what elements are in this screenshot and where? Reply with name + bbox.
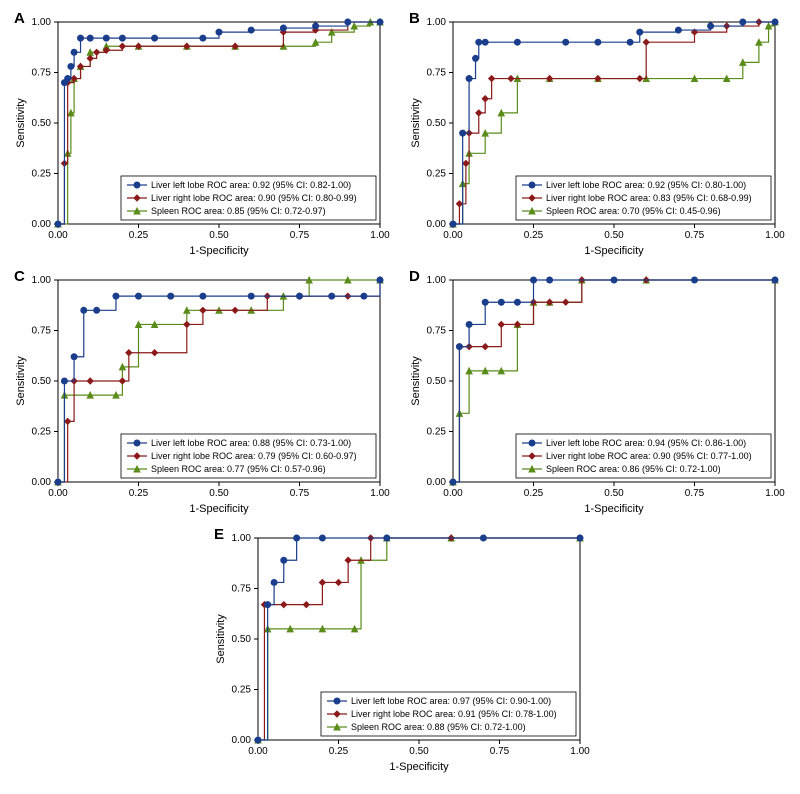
svg-text:Liver left lobe ROC area: 0.92: Liver left lobe ROC area: 0.92 (95% CI: … (546, 180, 746, 190)
svg-text:1-Specificity: 1-Specificity (189, 245, 249, 257)
svg-text:0.00: 0.00 (232, 735, 252, 746)
svg-text:0.50: 0.50 (209, 230, 229, 241)
svg-text:0.50: 0.50 (232, 634, 252, 645)
panel-E: E 0.000.000.250.250.500.500.750.751.001.… (10, 526, 790, 774)
svg-text:0.00: 0.00 (427, 219, 447, 230)
svg-text:0.50: 0.50 (209, 488, 229, 499)
svg-text:0.25: 0.25 (129, 488, 149, 499)
svg-text:0.25: 0.25 (32, 169, 52, 180)
svg-text:1.00: 1.00 (427, 275, 447, 286)
svg-text:Spleen ROC area: 0.86 (95% CI:: Spleen ROC area: 0.86 (95% CI: 0.72-1.00… (546, 464, 721, 474)
svg-text:Liver left lobe ROC area: 0.97: Liver left lobe ROC area: 0.97 (95% CI: … (351, 696, 551, 706)
svg-text:Spleen ROC area: 0.88 (95% CI:: Spleen ROC area: 0.88 (95% CI: 0.72-1.00… (351, 722, 526, 732)
svg-text:Liver right lobe ROC area: 0.9: Liver right lobe ROC area: 0.91 (95% CI:… (351, 709, 557, 719)
svg-text:0.25: 0.25 (129, 230, 149, 241)
figure-grid: A 0.000.000.250.250.500.500.750.751.001.… (10, 10, 790, 774)
svg-text:0.50: 0.50 (427, 376, 447, 387)
svg-text:1.00: 1.00 (570, 746, 590, 757)
svg-text:0.75: 0.75 (685, 488, 705, 499)
svg-text:Sensitivity: Sensitivity (410, 98, 422, 148)
svg-text:1-Specificity: 1-Specificity (584, 503, 644, 515)
chart-E: 0.000.00 0.25 0.25 0.50 0.50 0.75 0.75 1.00 1.00… (210, 526, 590, 774)
svg-text:0.75: 0.75 (427, 68, 447, 79)
svg-text:0.25: 0.25 (329, 746, 349, 757)
svg-text:0.00: 0.00 (427, 477, 447, 488)
svg-text:0.25: 0.25 (524, 488, 544, 499)
svg-text:0.75: 0.75 (290, 488, 310, 499)
panel-A: A 0.000.000.250.250.500.500.750.751.001.… (10, 10, 395, 258)
svg-text:1.00: 1.00 (370, 230, 390, 241)
svg-text:0.25: 0.25 (524, 230, 544, 241)
chart-A: 0.000.00 0.25 0.25 0.50 0.50 0.75 0.75 1.00 1.00… (10, 10, 390, 258)
panel-B: B 0.000.000.250.250.500.500.750.751.001.… (405, 10, 790, 258)
svg-text:Liver left lobe ROC area: 0.94: Liver left lobe ROC area: 0.94 (95% CI: … (546, 438, 746, 448)
svg-text:0.50: 0.50 (427, 118, 447, 129)
svg-text:0.25: 0.25 (427, 169, 447, 180)
svg-text:Liver right lobe ROC area: 0.7: Liver right lobe ROC area: 0.79 (95% CI:… (151, 451, 357, 461)
svg-text:1-Specificity: 1-Specificity (189, 503, 249, 515)
svg-text:1.00: 1.00 (370, 488, 390, 499)
svg-text:1.00: 1.00 (232, 533, 252, 544)
svg-text:0.50: 0.50 (32, 118, 52, 129)
svg-text:0.00: 0.00 (443, 230, 463, 241)
svg-text:0.75: 0.75 (490, 746, 510, 757)
svg-text:0.00: 0.00 (248, 746, 268, 757)
svg-text:0.50: 0.50 (604, 230, 624, 241)
svg-text:0.50: 0.50 (604, 488, 624, 499)
svg-text:0.25: 0.25 (427, 427, 447, 438)
svg-text:0.75: 0.75 (32, 68, 52, 79)
svg-text:1.00: 1.00 (32, 275, 52, 286)
svg-text:0.00: 0.00 (48, 230, 68, 241)
svg-text:Liver left lobe ROC area: 0.88: Liver left lobe ROC area: 0.88 (95% CI: … (151, 438, 351, 448)
svg-text:0.00: 0.00 (443, 488, 463, 499)
panel-D: D 0.000.000.250.250.500.500.750.751.001.… (405, 268, 790, 516)
svg-text:Liver right lobe ROC area: 0.9: Liver right lobe ROC area: 0.90 (95% CI:… (151, 193, 357, 203)
svg-text:0.00: 0.00 (32, 219, 52, 230)
svg-text:0.50: 0.50 (32, 376, 52, 387)
svg-text:0.25: 0.25 (232, 685, 252, 696)
svg-text:0.50: 0.50 (409, 746, 429, 757)
svg-text:Sensitivity: Sensitivity (15, 98, 27, 148)
svg-text:Sensitivity: Sensitivity (410, 356, 422, 406)
svg-text:0.75: 0.75 (427, 326, 447, 337)
svg-text:0.75: 0.75 (685, 230, 705, 241)
svg-text:0.75: 0.75 (32, 326, 52, 337)
svg-text:1-Specificity: 1-Specificity (389, 761, 449, 773)
svg-text:0.00: 0.00 (32, 477, 52, 488)
panel-C: C 0.000.000.250.250.500.500.750.751.001.… (10, 268, 395, 516)
svg-text:Spleen ROC area: 0.70 (95% CI:: Spleen ROC area: 0.70 (95% CI: 0.45-0.96… (546, 206, 721, 216)
svg-text:1.00: 1.00 (765, 488, 785, 499)
chart-D: 0.000.00 0.25 0.25 0.50 0.50 0.75 0.75 1.00 1.00… (405, 268, 785, 516)
svg-text:0.75: 0.75 (290, 230, 310, 241)
svg-text:Spleen ROC area: 0.85 (95% CI:: Spleen ROC area: 0.85 (95% CI: 0.72-0.97… (151, 206, 326, 216)
svg-text:1.00: 1.00 (427, 17, 447, 28)
svg-text:Sensitivity: Sensitivity (215, 614, 227, 664)
svg-text:0.00: 0.00 (48, 488, 68, 499)
chart-C: 0.000.00 0.25 0.25 0.50 0.50 0.75 0.75 1.00 1.00… (10, 268, 390, 516)
svg-text:Liver right lobe ROC area: 0.8: Liver right lobe ROC area: 0.83 (95% CI:… (546, 193, 752, 203)
svg-text:1-Specificity: 1-Specificity (584, 245, 644, 257)
svg-text:0.25: 0.25 (32, 427, 52, 438)
chart-B: 0.000.00 0.25 0.25 0.50 0.50 0.75 0.75 1.00 1.00… (405, 10, 785, 258)
svg-text:Liver right lobe ROC area: 0.9: Liver right lobe ROC area: 0.90 (95% CI:… (546, 451, 752, 461)
svg-text:Sensitivity: Sensitivity (15, 356, 27, 406)
svg-text:0.75: 0.75 (232, 584, 252, 595)
svg-text:1.00: 1.00 (32, 17, 52, 28)
svg-text:Liver left lobe ROC area: 0.92: Liver left lobe ROC area: 0.92 (95% CI: … (151, 180, 351, 190)
svg-text:1.00: 1.00 (765, 230, 785, 241)
svg-text:Spleen ROC area: 0.77 (95% CI:: Spleen ROC area: 0.77 (95% CI: 0.57-0.96… (151, 464, 326, 474)
